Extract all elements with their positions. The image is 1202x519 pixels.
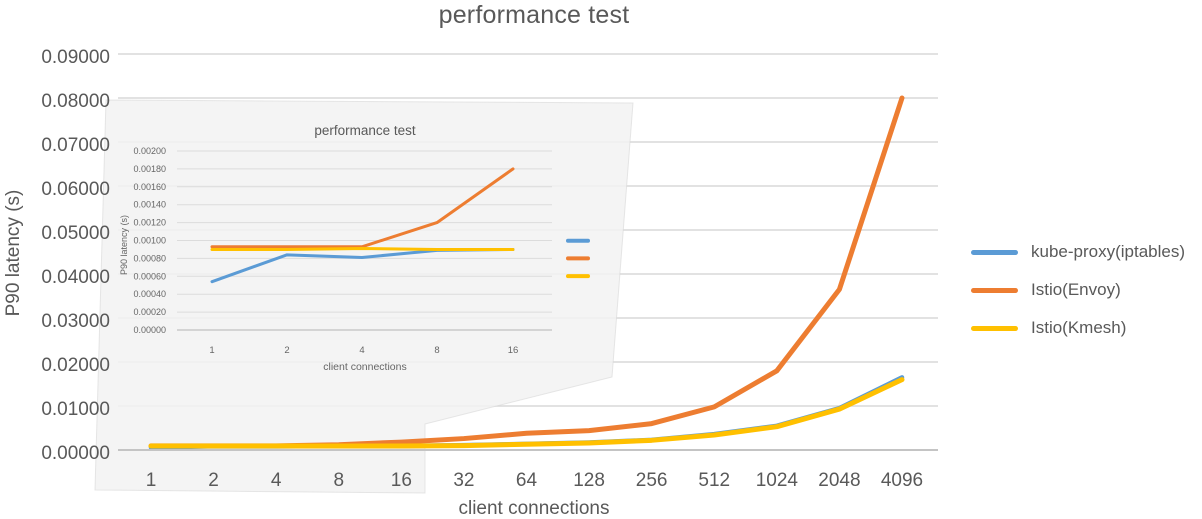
inset-x-axis-title: client connections bbox=[323, 361, 406, 373]
legend-swatch bbox=[971, 287, 1018, 293]
inset-legend-swatch bbox=[566, 238, 590, 243]
legend-item: kube-proxy(iptables) bbox=[971, 233, 1185, 271]
inset-x-tick-label: 16 bbox=[508, 345, 519, 356]
y-tick-label: 0.00000 bbox=[41, 443, 110, 464]
legend-label: kube-proxy(iptables) bbox=[1031, 242, 1186, 261]
x-tick-label: 2048 bbox=[818, 470, 860, 491]
y-tick-label: 0.06000 bbox=[41, 179, 110, 200]
chart-title: performance test bbox=[438, 1, 630, 29]
main-series bbox=[148, 95, 905, 450]
inset-series-line bbox=[210, 247, 515, 251]
inset-y-tick-label: 0.00180 bbox=[133, 164, 166, 174]
x-tick-label: 4 bbox=[271, 470, 282, 491]
x-tick-label: 64 bbox=[516, 470, 538, 491]
inset-x-tick-label: 1 bbox=[209, 345, 214, 356]
inset-x-tick-label: 8 bbox=[434, 345, 439, 356]
legend-item: Istio(Kmesh) bbox=[971, 309, 1185, 347]
y-tick-label: 0.01000 bbox=[41, 399, 110, 420]
legend: kube-proxy(iptables) Istio(Envoy) Istio(Km… bbox=[971, 233, 1185, 347]
x-axis-title: client connections bbox=[458, 498, 610, 519]
main-axis-labels: 0.00000 0.01000 0.02000 0.03000 0.04000 0.050… bbox=[41, 47, 938, 491]
inset-x-tick-label: 2 bbox=[284, 345, 289, 356]
inset-legend-swatch bbox=[566, 256, 590, 261]
x-tick-label: 512 bbox=[698, 470, 730, 491]
legend-swatch bbox=[971, 249, 1018, 255]
inset-y-tick-label: 0.00140 bbox=[133, 200, 166, 210]
legend-item: Istio(Envoy) bbox=[971, 271, 1185, 309]
inset-legend-swatch bbox=[566, 274, 590, 279]
y-tick-label: 0.02000 bbox=[41, 355, 110, 376]
inset-chart: 0.00000 0.00020 0.00040 0.00060 0.00080 0.001… bbox=[119, 123, 590, 373]
inset-y-tick-label: 0.00120 bbox=[133, 218, 166, 228]
y-tick-label: 0.07000 bbox=[41, 135, 110, 156]
inset-y-tick-label: 0.00000 bbox=[133, 325, 166, 335]
inset-y-tick-label: 0.00040 bbox=[133, 289, 166, 299]
inset-y-tick-label: 0.00080 bbox=[133, 253, 166, 263]
legend-label: Istio(Envoy) bbox=[1031, 280, 1121, 299]
inset-callout-shape bbox=[94, 99, 634, 494]
y-tick-label: 0.08000 bbox=[41, 91, 110, 112]
inset-y-tick-label: 0.00060 bbox=[133, 271, 166, 281]
series-line bbox=[148, 377, 905, 449]
inset-y-axis-title: P90 latency (s) bbox=[119, 215, 129, 275]
y-tick-label: 0.04000 bbox=[41, 267, 110, 288]
x-tick-label: 1024 bbox=[756, 470, 799, 491]
inset-y-tick-label: 0.00160 bbox=[133, 182, 166, 192]
x-tick-label: 128 bbox=[573, 470, 605, 491]
y-tick-label: 0.09000 bbox=[41, 47, 110, 68]
x-tick-label: 32 bbox=[453, 470, 474, 491]
inset-x-tick-label: 4 bbox=[359, 345, 364, 356]
x-tick-label: 4096 bbox=[881, 470, 923, 491]
inset-y-tick-label: 0.00020 bbox=[133, 307, 166, 317]
inset-series-line bbox=[210, 167, 515, 249]
y-tick-label: 0.03000 bbox=[41, 311, 110, 332]
x-tick-label: 8 bbox=[333, 470, 344, 491]
y-tick-label: 0.05000 bbox=[41, 223, 110, 244]
x-tick-label: 2 bbox=[208, 470, 219, 491]
x-tick-label: 16 bbox=[391, 470, 412, 491]
inset-y-tick-label: 0.00100 bbox=[133, 236, 166, 246]
x-tick-label: 1 bbox=[146, 470, 157, 491]
y-axis-title: P90 latency (s) bbox=[3, 189, 24, 317]
inset-y-tick-label: 0.00200 bbox=[133, 146, 166, 156]
inset-chart-title: performance test bbox=[314, 123, 416, 138]
x-tick-label: 256 bbox=[636, 470, 668, 491]
legend-swatch bbox=[971, 325, 1018, 331]
legend-label: Istio(Kmesh) bbox=[1031, 318, 1127, 337]
